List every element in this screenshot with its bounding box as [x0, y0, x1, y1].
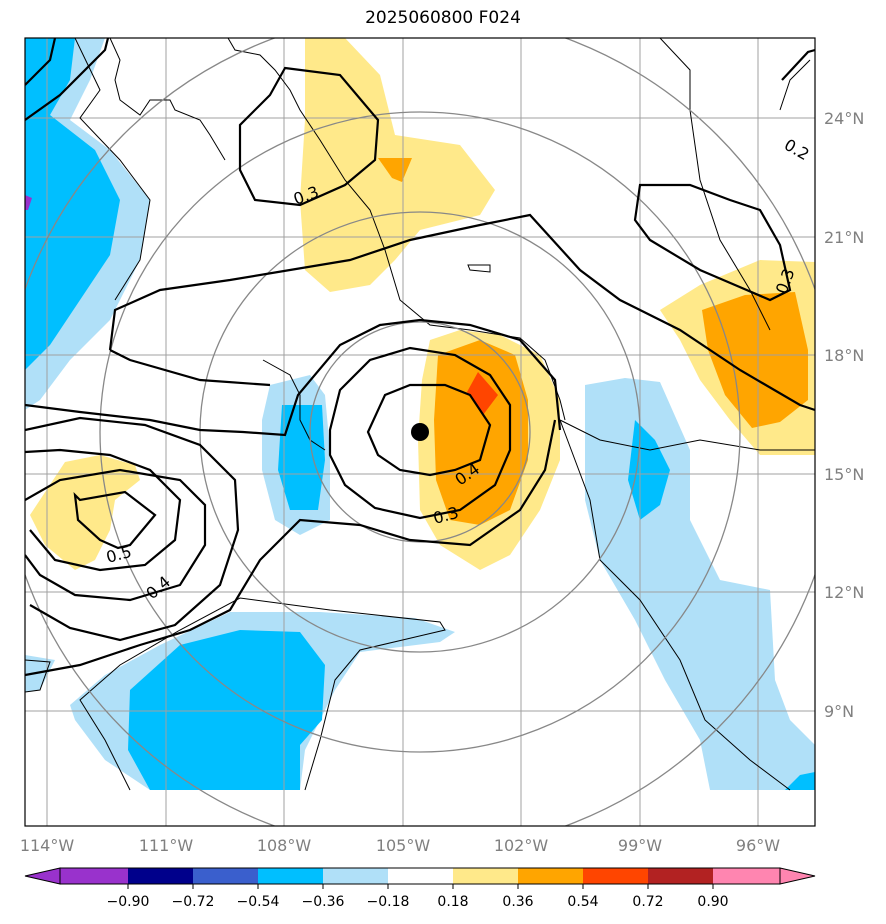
- map-title: 2025060800 F024: [365, 8, 521, 28]
- positive-anomaly-west: [30, 455, 140, 570]
- lon-label: 105°W: [376, 836, 431, 855]
- positive-anomaly-center-peak: [467, 372, 498, 415]
- colorbar-segment: [323, 868, 388, 884]
- map-plot-area: 0.3 0.2 0.3 0.4 0.3 0.5 0.4: [25, 38, 815, 826]
- colorbar-segment: [453, 868, 518, 884]
- map-frame: [24, 37, 816, 827]
- lon-label: 96°W: [736, 836, 780, 855]
- colorbar-tick-label: −0.54: [237, 894, 280, 910]
- colorbar-segment: [388, 868, 453, 884]
- negative-anomaly-west-deep: [25, 195, 32, 210]
- negative-anomaly-se-corner: [785, 772, 815, 790]
- lat-label: 15°N: [824, 465, 864, 484]
- lon-label: 111°W: [139, 836, 194, 855]
- colorbar-tick-label: −0.36: [302, 894, 345, 910]
- colorbar-segment: [583, 868, 648, 884]
- colorbar-segment: [713, 868, 780, 884]
- lat-label: 24°N: [824, 109, 864, 128]
- positive-anomaly-center-core: [434, 340, 528, 525]
- storm-center-marker: [411, 423, 429, 441]
- colorbar: −0.90 −0.72 −0.54 −0.36 −0.18 0.18 0.36 …: [24, 867, 816, 910]
- lat-label: 21°N: [824, 228, 864, 247]
- lat-label: 12°N: [824, 583, 864, 602]
- colorbar-tick-label: 0.90: [697, 894, 728, 910]
- colorbar-tick-label: 0.36: [502, 894, 533, 910]
- lon-label: 102°W: [494, 836, 549, 855]
- lat-label: 9°N: [824, 702, 854, 721]
- colorbar-segment: [60, 868, 128, 884]
- negative-anomaly-central-core: [278, 405, 325, 510]
- coastlines: [25, 38, 815, 791]
- colorbar-tick-label: −0.72: [172, 894, 215, 910]
- lat-label: 18°N: [824, 346, 864, 365]
- colorbar-extend-low: [24, 867, 61, 885]
- lon-label: 108°W: [257, 836, 312, 855]
- longitude-labels: 114°W 111°W 108°W 105°W 102°W 99°W 96°W: [20, 836, 780, 855]
- colorbar-tick-label: 0.54: [567, 894, 598, 910]
- lon-label: 99°W: [618, 836, 662, 855]
- lon-label: 114°W: [20, 836, 75, 855]
- colorbar-segment: [128, 868, 193, 884]
- range-rings: [25, 38, 815, 826]
- negative-anomaly-south-core: [128, 630, 325, 790]
- colorbar-tick-label: 0.72: [632, 894, 663, 910]
- colorbar-segment: [518, 868, 583, 884]
- colorbar-tick-label: 0.18: [437, 894, 468, 910]
- latitude-labels: 24°N 21°N 18°N 15°N 12°N 9°N: [824, 109, 864, 721]
- contours: [25, 38, 815, 677]
- negative-anomaly-west-core: [25, 38, 120, 370]
- colorbar-tick-label: −0.18: [367, 894, 410, 910]
- colorbar-segment: [258, 868, 323, 884]
- colorbar-extend-high: [779, 867, 816, 885]
- colorbar-segment: [648, 868, 713, 884]
- colorbar-tick-label: −0.90: [107, 894, 150, 910]
- negative-anomaly-east-core: [628, 420, 670, 520]
- colorbar-segment: [193, 868, 258, 884]
